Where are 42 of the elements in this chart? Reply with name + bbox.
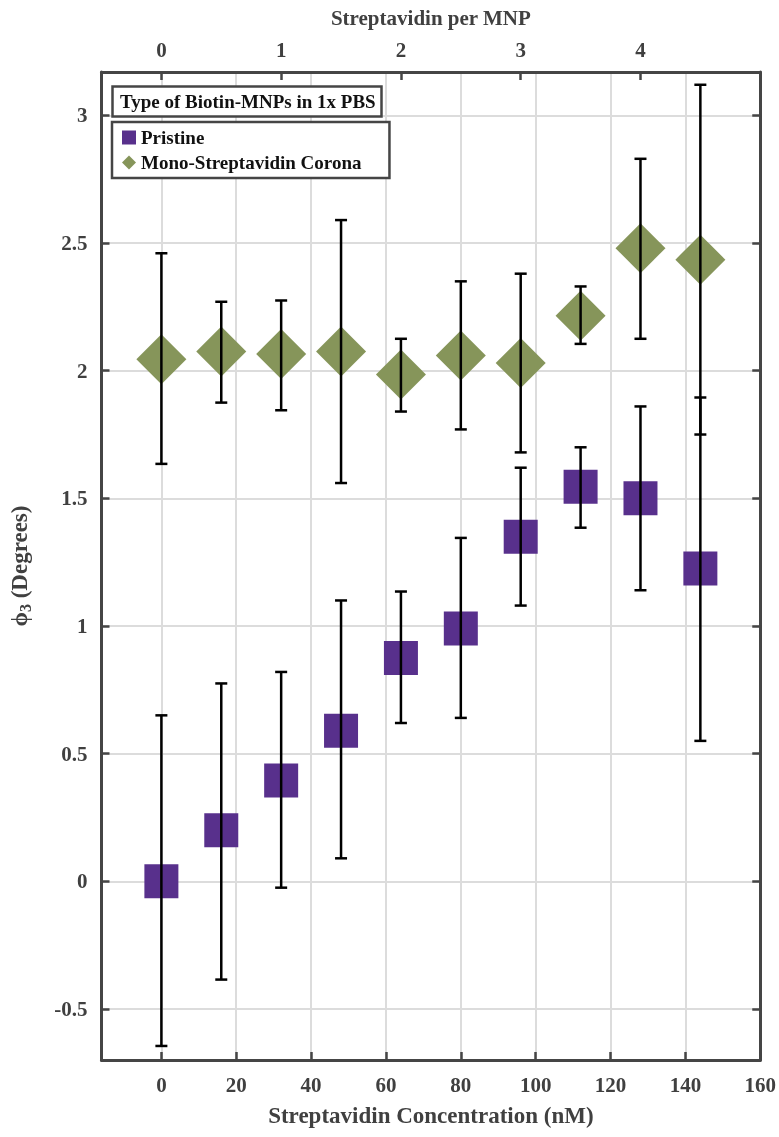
point [264,763,299,798]
point [683,551,718,586]
x-tick-label: 120 [594,1072,627,1097]
point [324,713,359,748]
point [383,640,418,675]
y-tick-label: 1 [77,613,88,638]
point [375,349,426,400]
point [563,469,598,504]
x2-tick-label: 1 [275,37,287,62]
x-tick-label: 20 [225,1072,247,1097]
point [144,864,179,899]
x-axis-title: Streptavidin Concentration (nM) [268,1103,594,1128]
y-tick-label: 0.5 [61,741,88,766]
x-tick-label: 80 [450,1072,472,1097]
x2-tick-label: 2 [395,37,407,62]
x-tick-label: 140 [669,1072,702,1097]
y-tick-label: 2 [77,358,88,383]
x-tick-label: 40 [300,1072,322,1097]
point [204,813,239,848]
x-tick-label: 60 [375,1072,397,1097]
point [256,329,307,380]
y-axis-title: ϕ3 (Degrees) [7,505,34,627]
y-tick-label: 3 [77,103,88,128]
legend-label: Mono-Streptavidin Corona [141,152,362,173]
x2-tick-label: 4 [635,37,647,62]
legend-label: Pristine [141,127,205,148]
legend-title: Type of Biotin-MNPs in 1x PBS [120,91,376,112]
x-tick-label: 100 [519,1072,552,1097]
x2-tick-label: 3 [515,37,526,62]
point [503,519,538,554]
y-tick-label: 0 [77,869,88,894]
x2-tick-label: 0 [156,37,167,62]
x-tick-label: 0 [156,1072,167,1097]
y-tick-label: 1.5 [61,486,88,511]
point [443,611,478,646]
y-tick-label: -0.5 [54,996,88,1021]
y-tick-label: 2.5 [61,231,88,256]
x-tick-label: 160 [744,1072,776,1097]
point [316,326,367,377]
x2-axis-title: Streptavidin per MNP [330,5,531,30]
point [435,330,486,381]
point [623,481,658,516]
